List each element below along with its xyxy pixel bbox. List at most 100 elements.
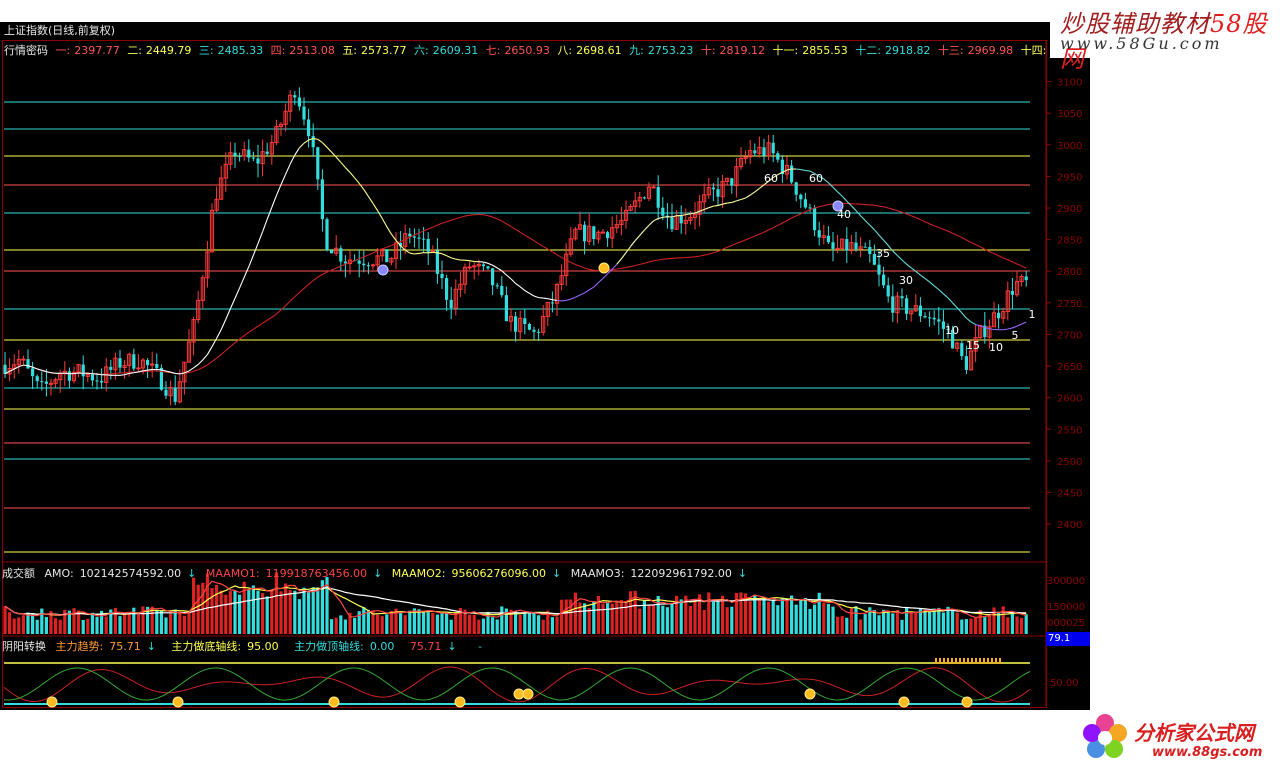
- ma-short-line: [9, 368, 15, 372]
- buy-signal-coin-icon: [454, 696, 466, 708]
- ma-period-label: 5: [1012, 329, 1019, 342]
- ma-short-line: [809, 170, 815, 174]
- volume-bar: [123, 614, 127, 634]
- price-axis-label: 2800: [1057, 267, 1082, 278]
- amo-value: 102142574592.00: [79, 567, 182, 580]
- ma-long-line: [929, 223, 935, 227]
- ma-short-line: [414, 252, 420, 255]
- volume-bar: [725, 607, 729, 634]
- volume-bar: [992, 607, 996, 634]
- ma-long-line: [616, 267, 622, 270]
- ma-period-label: 10: [989, 341, 1003, 354]
- ma-short-line: [266, 207, 273, 220]
- volume-bar: [578, 602, 582, 634]
- candle-body: [274, 126, 279, 144]
- candle-body: [858, 246, 863, 250]
- volume-bar: [196, 584, 200, 634]
- candle-body: [720, 180, 725, 198]
- ma-short-line: [984, 326, 990, 330]
- candle-body: [941, 321, 945, 329]
- candle-body: [200, 277, 205, 301]
- candle-body: [330, 250, 334, 254]
- volume-bar: [707, 592, 711, 634]
- yinyang-value: 95.00: [247, 640, 279, 653]
- ma-long-line: [639, 262, 645, 265]
- ma-short-line: [786, 168, 792, 171]
- volume-bar: [918, 608, 922, 634]
- volume-bar: [969, 618, 973, 634]
- ma-long-line: [418, 230, 424, 234]
- candle-body: [127, 353, 132, 366]
- candle-body: [559, 275, 564, 285]
- candle-body: [76, 364, 81, 373]
- level-name: 二:: [127, 44, 142, 57]
- volume-bar: [537, 615, 541, 634]
- volume-bar: [624, 600, 628, 634]
- ma-short-line: [901, 259, 907, 265]
- volume-bar: [399, 612, 403, 634]
- ma-long-line: [772, 224, 779, 229]
- candle-body: [854, 242, 858, 250]
- volume-bar: [698, 594, 702, 634]
- ma-long-line: [382, 246, 387, 250]
- volume-bar: [560, 599, 564, 634]
- candle-body: [357, 260, 361, 264]
- candle-body: [840, 238, 845, 249]
- stock-chart-terminal[interactable]: 3100 3050 3000 2950 2900 2850 2800 2750 2700 2650…: [0, 22, 1090, 710]
- amo-volume-bars: 300000 150000 000025: [3, 572, 1085, 634]
- ma-short-line: [754, 188, 760, 193]
- ma-short-line: [906, 263, 912, 269]
- volume-bar: [974, 617, 978, 634]
- candle-body: [422, 238, 426, 240]
- volume-bar: [803, 597, 807, 634]
- candle-body: [233, 152, 237, 156]
- candle-body: [960, 343, 964, 357]
- ma-short-line: [197, 359, 204, 365]
- volume-bar: [44, 617, 48, 634]
- candle-body: [537, 331, 541, 333]
- ma-long-line: [547, 248, 553, 253]
- ma-short-line: [400, 245, 406, 251]
- ma-short-line: [814, 173, 820, 177]
- candle-body: [762, 147, 766, 156]
- volume-bar: [215, 584, 219, 634]
- candle-body: [743, 156, 748, 159]
- ma-long-line: [427, 226, 434, 230]
- ma-long-line: [285, 300, 291, 307]
- price-axis-label: 2500: [1057, 457, 1082, 468]
- volume-bar: [403, 615, 407, 634]
- ma-long-line: [956, 234, 963, 239]
- level-name: 四:: [270, 44, 286, 57]
- candle-body: [476, 263, 481, 267]
- volume-bar: [86, 618, 90, 634]
- volume-bar: [238, 594, 242, 634]
- ma-long-line: [257, 322, 263, 327]
- ma-long-line: [372, 250, 378, 254]
- amo-items: AMO: 102142574592.00 ↓ MAAMO1: 119918763456…: [45, 567, 754, 580]
- ma-short-line: [864, 220, 871, 226]
- volume-bar: [491, 617, 495, 634]
- volume-bar: [532, 612, 536, 634]
- volume-bar: [362, 607, 366, 634]
- ma-short-line: [740, 197, 746, 200]
- top-zone-bar: [971, 658, 973, 664]
- down-arrow-icon: ↓: [447, 640, 457, 653]
- ma-short-line: [796, 168, 801, 171]
- ma-short-line: [367, 196, 374, 204]
- yinyang-items: 主力趋势: 75.71 ↓ 主力做底轴线: 95.00 主力做顶轴线: 0.00 75.…: [56, 640, 473, 653]
- candle-body: [219, 177, 224, 200]
- candle-body: [269, 142, 274, 155]
- volume-bar: [233, 590, 237, 634]
- ma-short-line: [713, 204, 719, 207]
- volume-bar: [748, 601, 752, 634]
- volume-bar: [527, 611, 531, 634]
- yinyang-name: 主力做底轴线:: [171, 640, 242, 653]
- candle-body: [140, 359, 146, 369]
- ma-long-line: [653, 259, 659, 262]
- candle-body: [568, 238, 573, 255]
- volume-bar: [297, 599, 301, 634]
- level-value: 2397.77: [74, 44, 124, 57]
- candle-body: [118, 358, 122, 368]
- chart-canvas[interactable]: 3100 3050 3000 2950 2900 2850 2800 2750 2700 2650…: [0, 22, 1090, 710]
- volume-bar: [642, 600, 646, 634]
